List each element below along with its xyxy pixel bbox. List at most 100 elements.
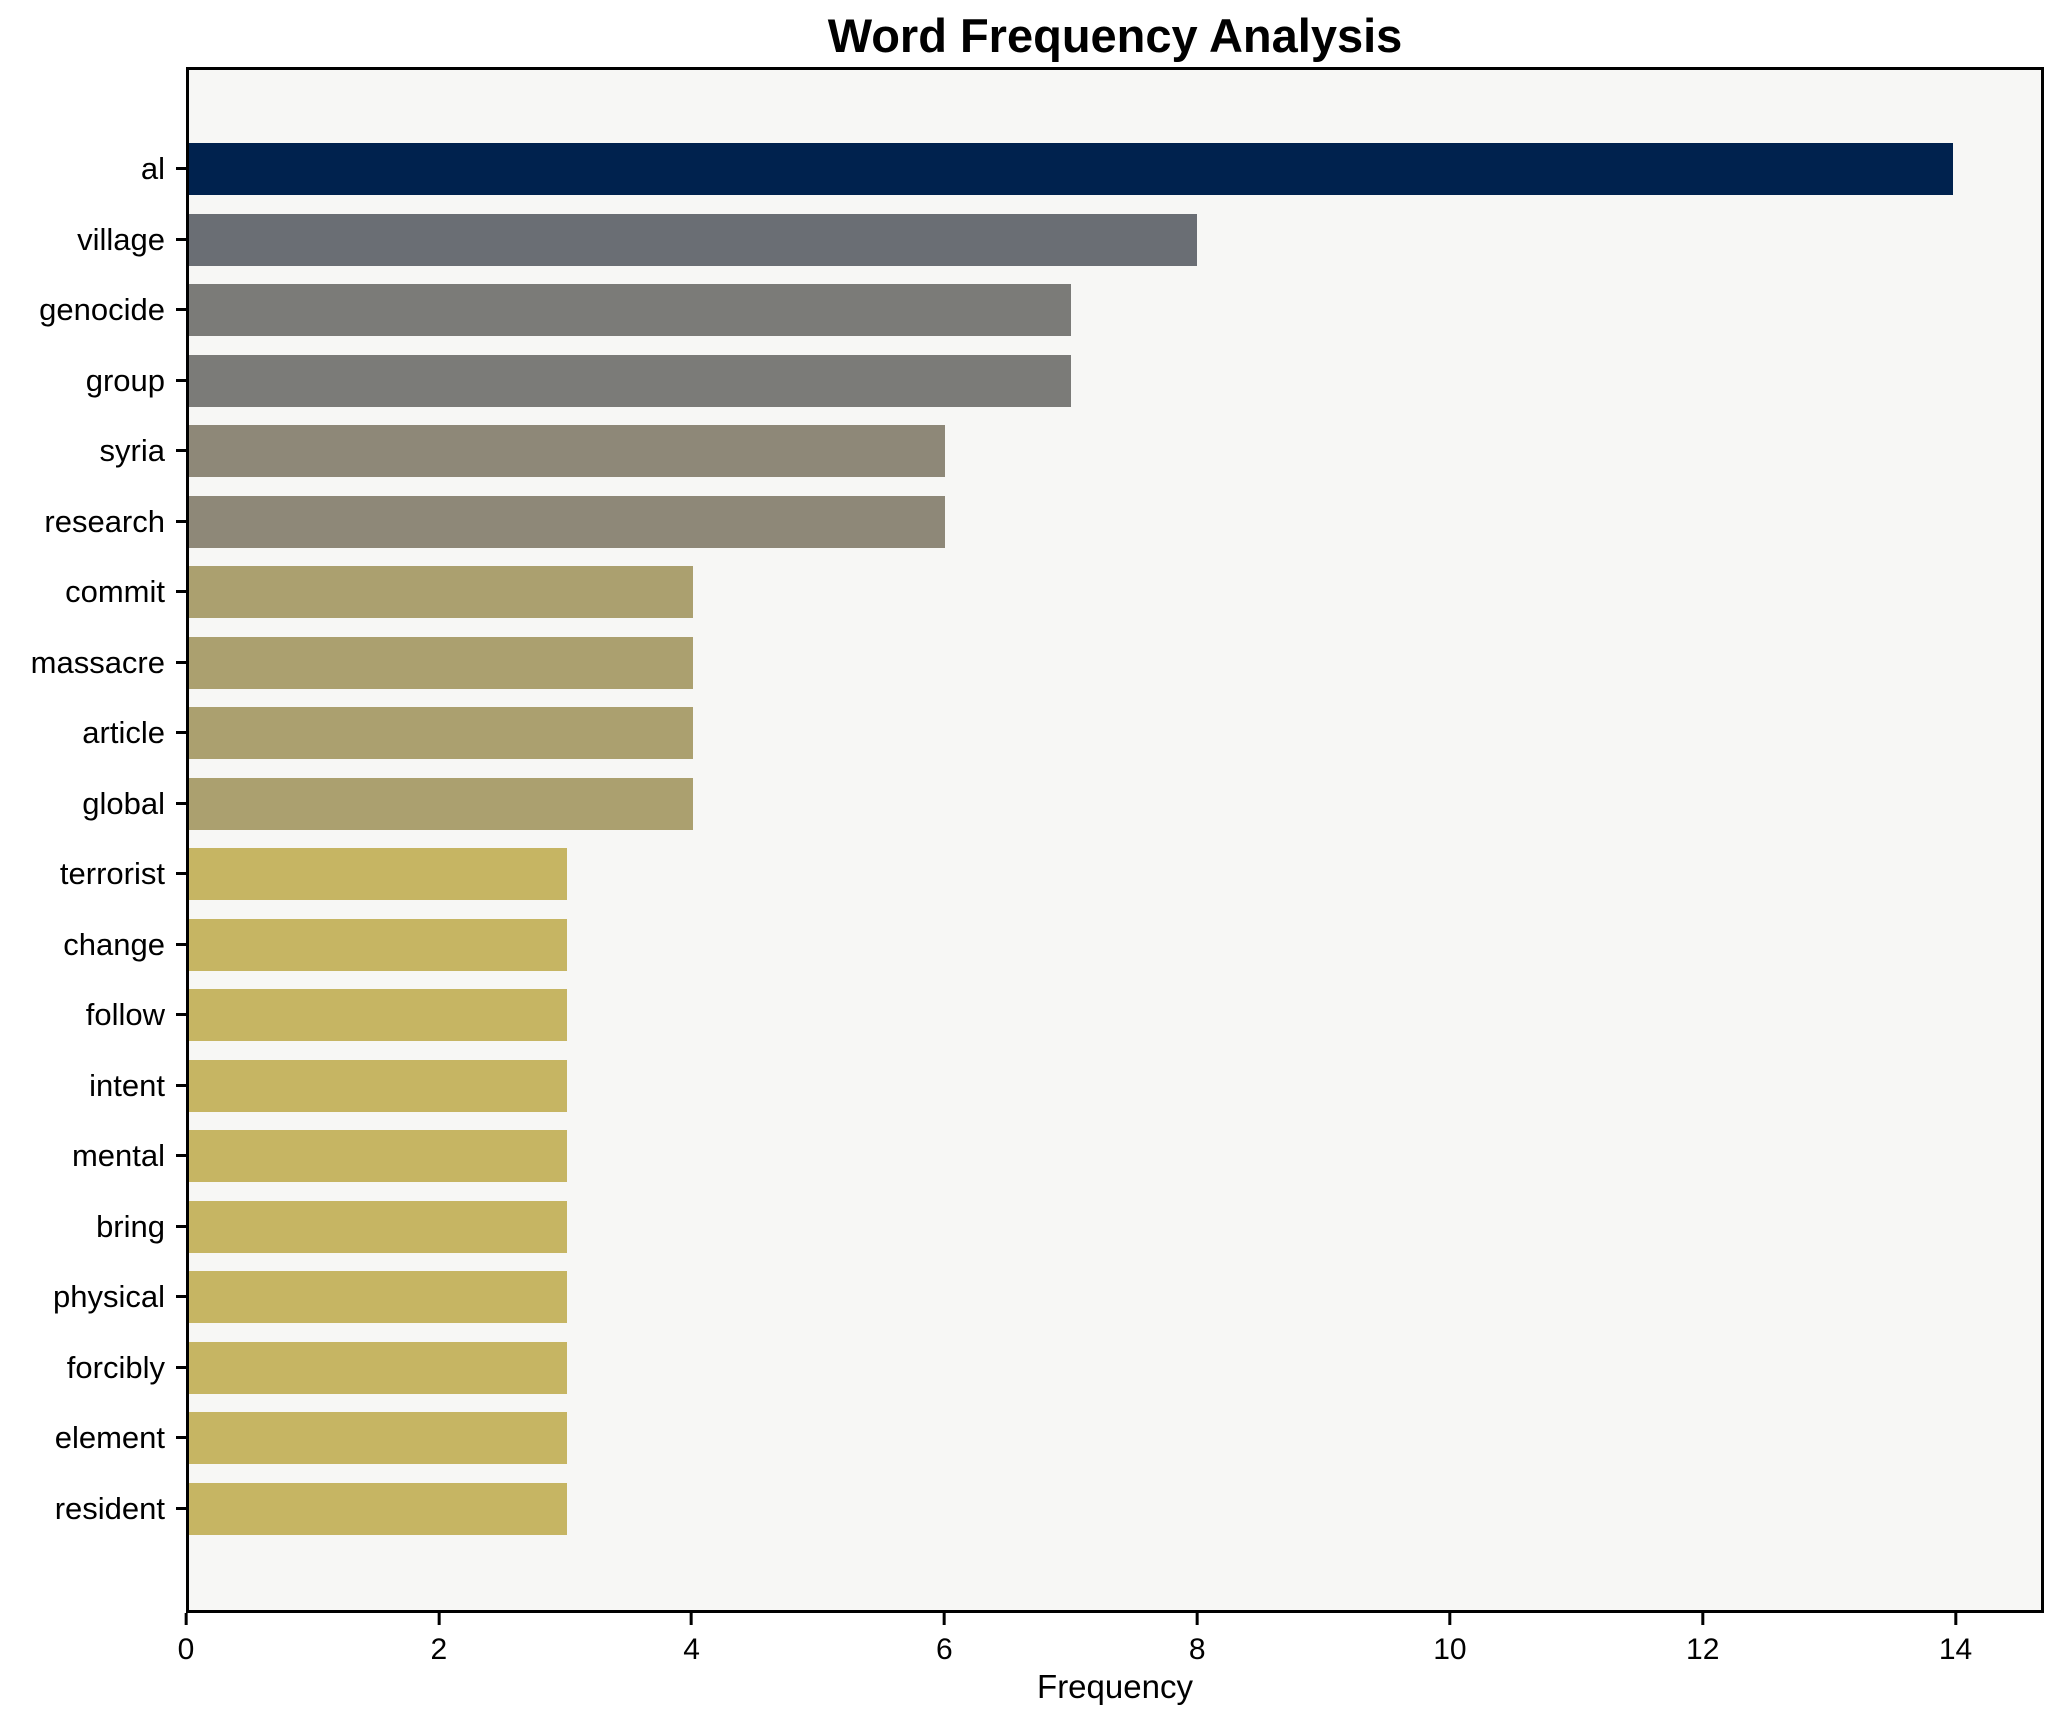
bar-row: element xyxy=(55,1403,2041,1474)
x-tick: 10 xyxy=(1433,1613,1467,1667)
y-tick-label: bring xyxy=(96,1208,165,1244)
x-tick: 2 xyxy=(430,1613,447,1667)
y-tick-label: intent xyxy=(89,1067,165,1103)
y-tick-mark xyxy=(176,590,189,594)
y-tick-label: change xyxy=(63,926,165,962)
bar xyxy=(189,777,693,830)
y-tick-mark xyxy=(176,1154,189,1158)
x-tick-mark xyxy=(184,1613,188,1625)
y-tick-label: terrorist xyxy=(59,856,165,892)
x-tick: 8 xyxy=(1189,1613,1206,1667)
y-tick-label: element xyxy=(54,1420,165,1456)
x-tick-mark xyxy=(690,1613,694,1625)
bar xyxy=(189,918,567,971)
y-tick-label: research xyxy=(44,503,165,539)
y-tick-mark xyxy=(176,872,189,876)
bar-row: article xyxy=(82,698,2041,769)
y-tick-mark xyxy=(176,731,189,735)
y-tick-label: forcibly xyxy=(66,1349,165,1385)
y-tick-label: resident xyxy=(54,1490,165,1526)
bar xyxy=(189,213,1197,266)
y-tick-label: commit xyxy=(65,574,165,610)
y-tick-mark xyxy=(176,660,189,664)
bar-row: al xyxy=(141,134,2041,205)
x-tick-mark xyxy=(437,1613,441,1625)
chart-title: Word Frequency Analysis xyxy=(827,9,1403,62)
bar-row: change xyxy=(63,910,2041,981)
bar xyxy=(189,636,693,689)
bar xyxy=(189,425,945,478)
x-tick: 0 xyxy=(177,1613,195,1667)
bar xyxy=(189,566,693,619)
bar xyxy=(189,1412,567,1465)
y-tick-label: syria xyxy=(99,433,165,469)
bar xyxy=(189,1130,567,1183)
y-tick-label: genocide xyxy=(39,292,165,328)
bar xyxy=(189,707,693,760)
y-tick-mark xyxy=(176,449,189,453)
bar-row: mental xyxy=(72,1121,2041,1192)
bar-row: forcibly xyxy=(67,1333,2041,1404)
y-tick-mark xyxy=(176,237,189,241)
x-tick-label: 14 xyxy=(1938,1633,1973,1666)
bar-row: commit xyxy=(65,557,2041,628)
bar xyxy=(189,1482,567,1535)
bar-row: resident xyxy=(55,1474,2041,1545)
y-tick-label: global xyxy=(82,785,165,821)
x-tick-label: 0 xyxy=(177,1633,195,1666)
bar xyxy=(189,284,1071,337)
y-tick-mark xyxy=(176,1013,189,1017)
y-tick-mark xyxy=(176,167,189,171)
y-tick-mark xyxy=(176,1083,189,1087)
bar-row: follow xyxy=(86,980,2041,1051)
bar xyxy=(189,848,567,901)
bar xyxy=(189,1271,567,1324)
y-tick-label: massacre xyxy=(30,644,165,680)
x-tick-mark xyxy=(1195,1613,1199,1625)
bar-row: intent xyxy=(89,1051,2041,1122)
x-tick-mark xyxy=(1448,1613,1452,1625)
bar-row: research xyxy=(44,487,2041,558)
bar-row: syria xyxy=(100,416,2041,487)
y-tick-label: group xyxy=(85,362,165,398)
x-tick-mark xyxy=(942,1613,946,1625)
x-tick-label: 6 xyxy=(936,1633,953,1666)
x-tick: 6 xyxy=(936,1613,953,1667)
x-tick: 14 xyxy=(1939,1613,1972,1667)
plot-area: al village genocide group syria research commi… xyxy=(31,67,2044,1613)
bar xyxy=(189,1059,567,1112)
y-tick-mark xyxy=(176,801,189,805)
x-tick-label: 2 xyxy=(430,1633,448,1666)
y-tick-mark xyxy=(176,308,189,312)
bar-row: bring xyxy=(96,1192,2041,1263)
bar-row: global xyxy=(82,769,2041,840)
y-tick-label: physical xyxy=(53,1279,165,1315)
y-tick-mark xyxy=(176,942,189,946)
x-tick-label: 12 xyxy=(1686,1633,1720,1666)
x-tick: 12 xyxy=(1686,1613,1719,1667)
y-tick-mark xyxy=(176,378,189,382)
bar xyxy=(189,495,945,548)
x-tick-label: 4 xyxy=(683,1633,700,1666)
y-tick-label: al xyxy=(140,151,165,187)
bar-row: group xyxy=(86,346,2041,417)
y-tick-mark xyxy=(176,1436,189,1440)
bar-row: physical xyxy=(53,1262,2041,1333)
x-tick-label: 10 xyxy=(1433,1633,1467,1666)
bar-row: terrorist xyxy=(60,839,2041,910)
bar-row: village xyxy=(77,205,2041,276)
bar xyxy=(189,354,1071,407)
bar xyxy=(189,1341,567,1394)
y-tick-mark xyxy=(176,1295,189,1299)
bar xyxy=(189,989,567,1042)
y-tick-label: mental xyxy=(71,1138,165,1174)
bar-row: massacre xyxy=(31,628,2041,699)
bars-area: al village genocide group syria research commi… xyxy=(31,134,2041,1545)
y-tick-mark xyxy=(176,1224,189,1228)
bar xyxy=(189,1200,567,1253)
y-tick-label: follow xyxy=(85,997,165,1033)
x-axis-label: Frequency xyxy=(1037,1668,1193,1705)
y-tick-mark xyxy=(176,1506,189,1510)
x-tick-mark xyxy=(1954,1613,1958,1625)
